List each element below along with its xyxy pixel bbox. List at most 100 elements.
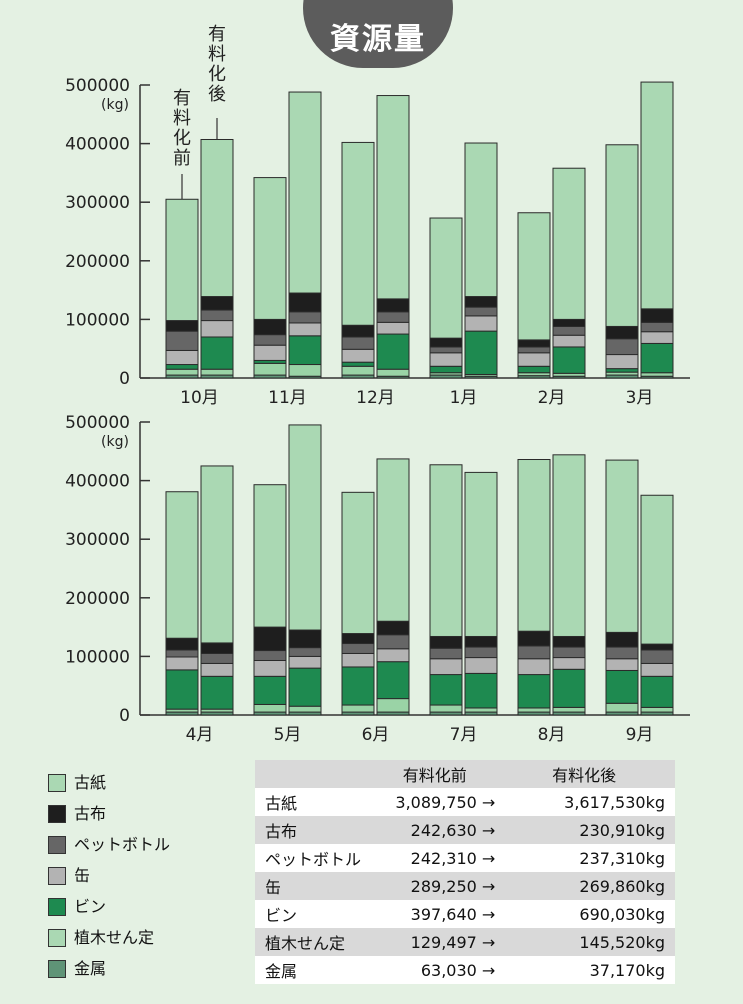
bar-segment: [165, 669, 199, 710]
summary-item-name: 古布: [255, 816, 371, 844]
bar-segment: [517, 645, 551, 660]
annotation-after-label: 有料化後: [208, 24, 226, 105]
bar-segment: [640, 342, 674, 374]
x-tick-label: 3月: [626, 388, 654, 408]
annotation-before-label: 有料化前: [173, 88, 191, 169]
legend-label: 缶: [74, 866, 91, 885]
bar-segment: [253, 362, 287, 376]
bar-segment: [200, 465, 234, 644]
bar-segment: [376, 661, 410, 700]
bar-segment: [165, 198, 199, 322]
bar-segment: [341, 348, 375, 363]
y-tick-label: 500000: [65, 413, 130, 433]
bar-segment: [200, 336, 234, 370]
bar-segment: [464, 707, 498, 713]
bar-segment: [552, 657, 586, 670]
bar-segment: [552, 334, 586, 348]
summary-header-after: 有料化後: [499, 760, 675, 788]
bar-segment: [376, 698, 410, 713]
legend-swatch: [48, 805, 66, 823]
bar-segment: [165, 637, 199, 651]
bar-segment: [464, 657, 498, 674]
bar-segment: [165, 330, 199, 351]
bar-segment: [640, 321, 674, 333]
summary-row: 古紙 3,089,750 → 3,617,530kg: [255, 788, 675, 816]
legend-item-pruning: 植木せん定: [48, 927, 248, 951]
bar-segment: [376, 95, 410, 300]
summary-header-item: [255, 760, 371, 788]
bar-segment: [605, 144, 639, 327]
y-tick-label: 400000: [65, 472, 130, 492]
legend-label: ペットボトル: [74, 835, 171, 854]
x-tick-label: 5月: [274, 725, 302, 745]
bar-segment: [253, 318, 287, 336]
bar-segment: [341, 365, 375, 376]
bar-segment: [253, 334, 287, 346]
bar-segment: [165, 656, 199, 671]
bar-segment: [640, 662, 674, 677]
y-unit-label: (kg): [101, 97, 129, 113]
bar-segment: [253, 703, 287, 713]
bar-segment: [376, 311, 410, 323]
bar-segment: [376, 333, 410, 370]
x-tick-label: 4月: [186, 725, 214, 745]
summary-after-value: 269,860kg: [499, 872, 675, 900]
bar-segment: [517, 346, 551, 354]
summary-after-value: 230,910kg: [499, 816, 675, 844]
bar-segment: [200, 320, 234, 338]
bar-segment: [605, 338, 639, 356]
bar-segment: [640, 643, 674, 651]
bar-segment: [429, 337, 463, 348]
bar-segment: [605, 325, 639, 340]
summary-before-value: 242,310 →: [370, 844, 500, 872]
bar-segment: [429, 346, 463, 354]
x-tick-label: 6月: [362, 725, 390, 745]
legend-swatch: [48, 898, 66, 916]
summary-item-name: 古紙: [255, 788, 371, 816]
x-tick-label: 12月: [356, 388, 395, 408]
bar-segment: [464, 635, 498, 648]
summary-table: 有料化前 有料化後 古紙 3,089,750 → 3,617,530kg 古布 …: [255, 760, 675, 984]
y-tick-label: 200000: [65, 589, 130, 609]
legend-item-kofu: 古布: [48, 803, 248, 827]
bar-segment: [376, 321, 410, 335]
bar-segment: [605, 702, 639, 713]
summary-header-before: 有料化前: [370, 760, 500, 788]
y-tick-label: 300000: [65, 530, 130, 550]
bar-segment: [200, 675, 234, 710]
bar-segment: [165, 649, 199, 658]
y-unit-label: (kg): [101, 434, 129, 450]
summary-before-value: 289,250 →: [370, 872, 500, 900]
bar-segment: [429, 647, 463, 660]
legend-item-bottle: ビン: [48, 896, 248, 920]
legend-item-koshi: 古紙: [48, 772, 248, 796]
bar-segment: [552, 325, 586, 336]
legend-swatch: [48, 774, 66, 792]
legend-label: 古布: [74, 804, 107, 823]
bar-segment: [517, 658, 551, 676]
bar-segment: [200, 296, 234, 311]
bar-segment: [552, 454, 586, 637]
bar-segment: [429, 674, 463, 706]
bar-segment: [200, 138, 234, 298]
bar-segment: [200, 642, 234, 654]
summary-before-value: 242,630 →: [370, 816, 500, 844]
bar-segment: [288, 292, 322, 313]
bar-segment: [640, 649, 674, 664]
bar-segment: [253, 650, 287, 662]
bar-segment: [376, 368, 410, 377]
summary-row: ビン 397,640 → 690,030kg: [255, 900, 675, 928]
bar-segment: [605, 646, 639, 660]
bar-segment: [341, 704, 375, 713]
bar-segment: [429, 365, 463, 374]
bar-segment: [464, 646, 498, 659]
x-tick-label: 8月: [538, 725, 566, 745]
bar-segment: [165, 320, 199, 332]
bar-segment: [464, 672, 498, 709]
summary-after-value: 237,310kg: [499, 844, 675, 872]
x-tick-label: 9月: [626, 725, 654, 745]
y-tick-label: 100000: [65, 647, 130, 667]
bar-segment: [253, 484, 287, 628]
summary-row: 缶 289,250 → 269,860kg: [255, 872, 675, 900]
